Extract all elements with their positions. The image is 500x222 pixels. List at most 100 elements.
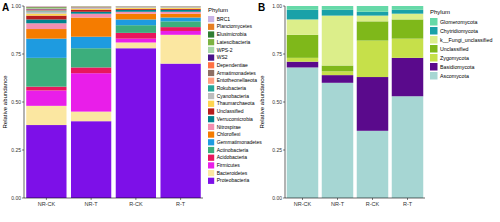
bar-segment [71,10,111,12]
bar-segment [116,10,156,12]
bar-segment [357,131,389,198]
bar-segment [71,112,111,122]
legend-label: Bacteroidetes [217,170,248,176]
y-tick-label: 0.75 [11,51,21,57]
bar-segment [26,87,66,91]
legend-label: Planctomycetes [217,23,253,29]
legend-label: Ascomycota [440,73,469,79]
bar-segment [116,6,156,7]
legend-label: Chloroflexi [217,131,241,137]
bar-segment [26,6,66,7]
y-tick-label: 0.75 [272,51,282,57]
bar-segment [71,6,111,7]
bar-segment [116,6,156,7]
bar-segment [322,83,354,198]
legend: PhylumBRC1PlanctomycetesElusimicrobiaLat… [208,7,262,184]
bar-segment [357,12,389,16]
x-tick-label: R-T [176,201,186,207]
x-tick [302,198,303,200]
bar-segment [322,10,354,16]
bar-segment [26,29,66,39]
bar-segment [322,71,354,75]
y-tick-label: 0.00 [272,195,282,201]
bar-segment [26,10,66,12]
bar-segment [322,6,354,10]
x-tick-label: NR-T [85,201,99,207]
legend-swatch [208,178,214,184]
x-tick [91,198,92,200]
bar-segment [160,14,200,18]
bar-segment [71,37,111,49]
bar-segment [26,16,66,20]
legend-swatch [208,162,214,168]
legend-label: Unclassified [440,46,469,52]
y-tick [283,102,285,103]
y-tick [22,6,24,7]
legend-swatch [208,124,214,130]
bar-segment [71,8,111,10]
bar-segment [26,23,66,29]
legend-label: Elusimicrobia [217,31,247,37]
legend-swatch [430,63,438,71]
bar-segment [116,6,156,7]
bar-segment [160,8,200,10]
legend-swatch [208,108,214,114]
legend-label: Proteobacteria [217,177,250,183]
bar-segment [392,14,424,20]
bar-segment [26,11,66,13]
y-tick-label: 0.25 [272,147,282,153]
y-axis-label: Relative abundance [2,75,8,129]
x-tick [407,198,408,200]
legend-label: Unclassified [217,108,244,114]
legend-swatch [208,31,214,37]
bar-segment [71,6,111,7]
bar-segment [392,39,424,58]
legend-swatch [208,170,214,176]
legend-label: Glomeromycota [440,19,477,25]
legend-title: Phylum [430,9,450,15]
bar-segment [287,67,319,198]
bar-segment [71,48,111,67]
legend-swatch [208,132,214,138]
legend-label: Entotheonellaeota [217,77,258,83]
bar-segment [160,7,200,9]
legend-swatch [208,85,214,91]
legend-swatch [208,101,214,107]
bar-segment [116,14,156,20]
bar-segment [71,14,111,18]
y-tick-label: 0.00 [11,195,21,201]
x-tick-label: R-CK [129,201,143,207]
bar-segment [116,42,156,48]
bar-segment [26,8,66,10]
bar-segment [116,39,156,43]
bar-segment [26,7,66,9]
bar-segment [392,58,424,96]
y-tick [22,198,24,199]
bar-segment [160,21,200,27]
bar-segment [26,106,66,125]
bar-segment [357,6,389,12]
bar-segment [71,67,111,73]
bar-segment [26,10,66,12]
legend-swatch [208,139,214,145]
y-tick [22,54,24,55]
y-tick-label: 1.00 [11,3,21,9]
bar-segment [357,41,389,77]
bar-segment [116,48,156,198]
legend-label: Rokubacteria [217,85,247,91]
x-tick-label: R-CK [366,201,380,207]
bar-segment [116,6,156,7]
y-tick [22,150,24,151]
y-tick [283,6,285,7]
bar-segment [116,6,156,7]
bar-segment [26,90,66,105]
legend-label: Basidiomycota [440,64,474,70]
bar-segment [160,6,200,7]
panel: BRelative abundance0.000.250.500.751.00N… [258,2,492,207]
bar-segment [116,6,156,7]
bar-segment [116,6,156,7]
panel-tag: B [258,2,265,13]
legend-label: Actinobacteria [217,147,249,153]
bars [26,6,201,198]
legend-label: Nitrospirae [217,124,241,130]
